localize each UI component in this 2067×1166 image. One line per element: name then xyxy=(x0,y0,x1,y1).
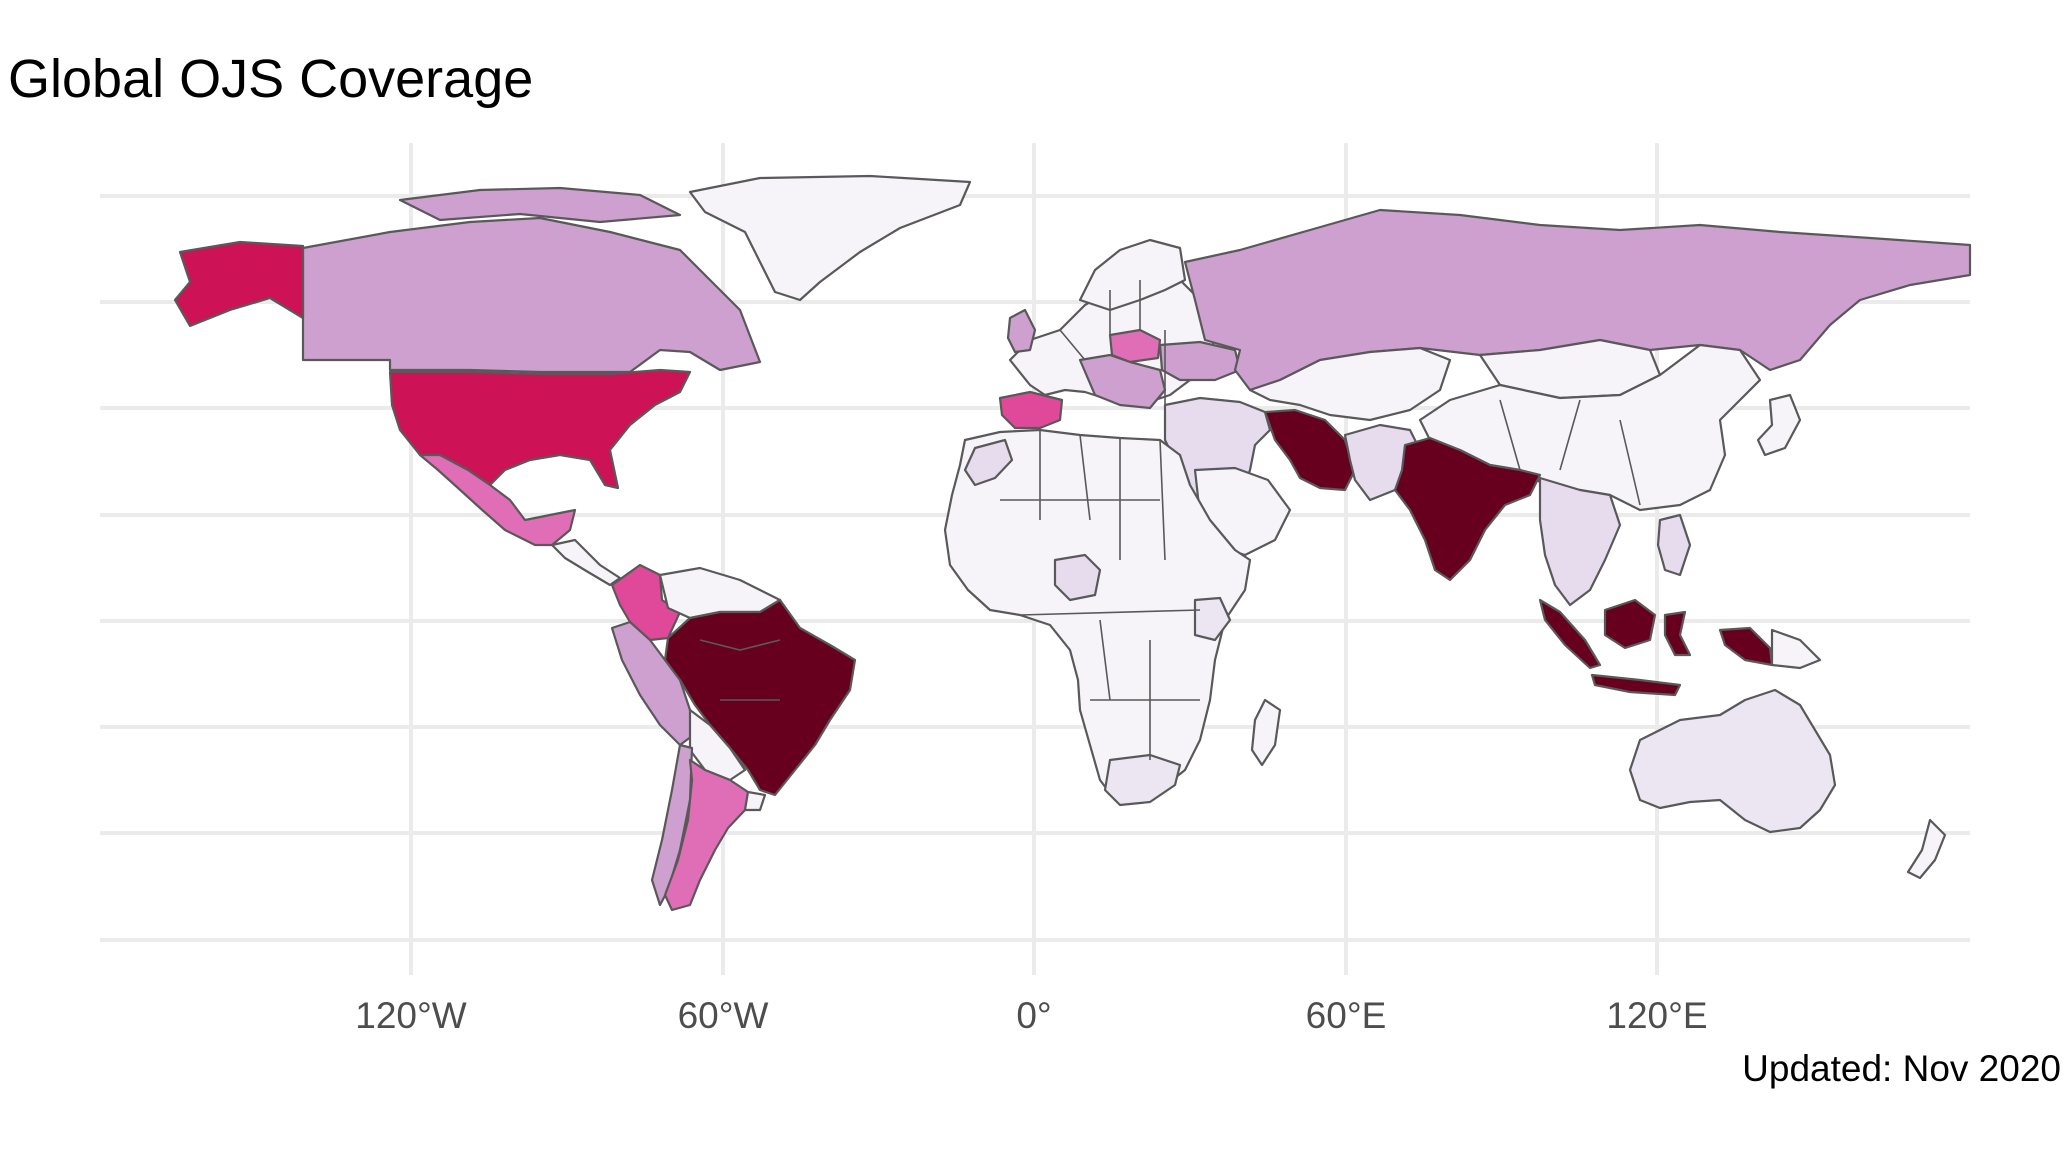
country-indonesia-papua xyxy=(1718,626,1774,667)
country-japan xyxy=(1756,393,1802,457)
country-indonesia-sumatra xyxy=(1538,598,1602,670)
region-scandinavia xyxy=(1078,238,1187,312)
country-indonesia-borneo xyxy=(1603,598,1657,650)
country-greenland xyxy=(688,174,972,302)
country-colombia xyxy=(610,563,682,642)
x-tick-label: 60°E xyxy=(1306,995,1387,1036)
region-central-america xyxy=(550,538,622,587)
country-usa-alaska xyxy=(173,240,305,328)
country-morocco xyxy=(963,438,1014,487)
country-south-africa xyxy=(1103,753,1182,807)
country-spain xyxy=(998,390,1064,430)
country-new-zealand xyxy=(1906,818,1947,880)
update-caption: Updated: Nov 2020 xyxy=(1742,1048,2061,1089)
country-australia xyxy=(1628,688,1837,834)
country-papua-new-guinea xyxy=(1770,628,1822,670)
country-borders xyxy=(699,280,1641,760)
country-indonesia-sulawesi xyxy=(1663,610,1692,657)
region-central-asia xyxy=(1248,346,1452,422)
x-tick-label: 60°W xyxy=(678,995,769,1036)
country-indonesia-java xyxy=(1590,673,1682,697)
x-tick-label: 120°E xyxy=(1606,995,1707,1036)
country-nigeria xyxy=(1053,553,1102,602)
country-iran xyxy=(1263,408,1357,492)
country-brazil xyxy=(663,598,857,797)
x-tick-label: 120°W xyxy=(355,995,467,1036)
country-philippines xyxy=(1656,513,1692,577)
country-argentina xyxy=(663,758,750,912)
region-southeast-asia xyxy=(1538,476,1622,607)
country-kenya xyxy=(1193,596,1232,642)
country-canada-islands xyxy=(398,186,682,224)
country-usa xyxy=(388,368,692,490)
country-uk xyxy=(1006,308,1037,354)
country-mexico xyxy=(418,453,577,547)
x-axis-ticks: 120°W 60°W 0° 60°E 120°E xyxy=(355,995,1707,1036)
country-madagascar xyxy=(1250,698,1282,767)
country-uruguay xyxy=(743,790,767,812)
x-tick-label: 0° xyxy=(1016,995,1051,1036)
country-india xyxy=(1393,436,1542,582)
chart-title: Global OJS Coverage xyxy=(8,49,534,109)
country-canada xyxy=(301,216,762,374)
